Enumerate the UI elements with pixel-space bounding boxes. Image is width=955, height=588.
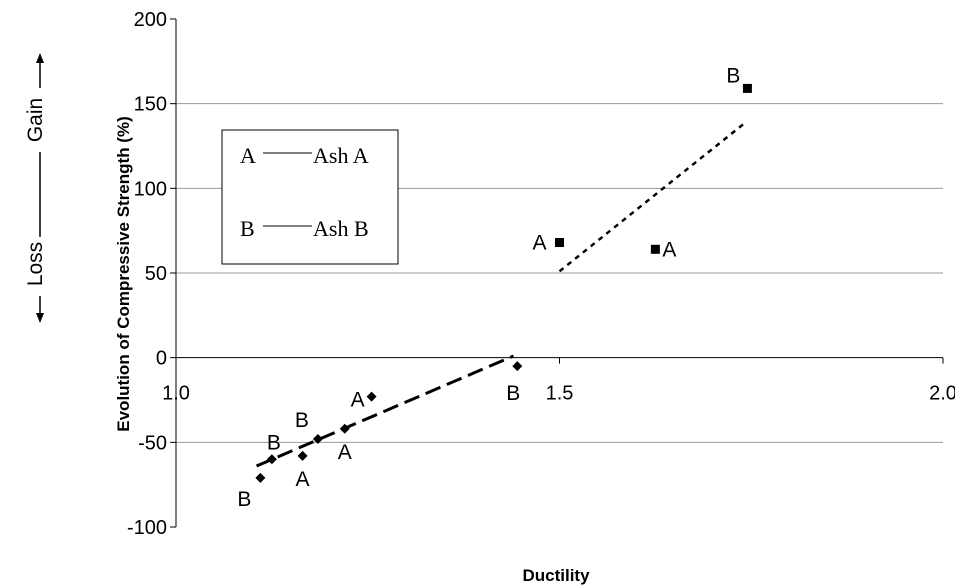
point-label: A bbox=[338, 441, 352, 464]
loss-label: Loss bbox=[24, 242, 47, 286]
y-tick-label: 150 bbox=[134, 94, 167, 116]
legend-name-b: Ash B bbox=[313, 216, 369, 241]
x-axis-title: Ductility bbox=[522, 566, 590, 585]
legend: A Ash A B Ash B bbox=[222, 130, 398, 264]
y-tick-label: -50 bbox=[138, 432, 167, 454]
point-label: A bbox=[296, 468, 310, 491]
point-label: B bbox=[506, 382, 520, 405]
point-label: B bbox=[726, 64, 740, 87]
loss-arrowhead-icon bbox=[36, 313, 44, 323]
x-tick-label: 1.0 bbox=[162, 383, 190, 405]
gain-arrowhead-icon bbox=[36, 53, 44, 63]
y-tick-label: 0 bbox=[156, 348, 167, 370]
square-point bbox=[651, 245, 660, 254]
point-label: B bbox=[237, 488, 251, 511]
legend-marker-a: A bbox=[240, 143, 256, 168]
y-tick-label: -100 bbox=[127, 517, 167, 539]
point-label: B bbox=[267, 431, 281, 454]
tick-labels: 200 150 100 50 0 -50 -100 1.0 1.5 2.0 bbox=[127, 9, 955, 539]
x-tick-label: 1.5 bbox=[546, 383, 574, 405]
square-point bbox=[743, 84, 752, 93]
gain-loss-annotation: Gain Loss bbox=[24, 53, 47, 323]
y-tick-label: 100 bbox=[134, 178, 167, 200]
square-point bbox=[555, 238, 564, 247]
diamond-point bbox=[267, 454, 277, 464]
diamond-point bbox=[298, 451, 308, 461]
diamond-point bbox=[512, 361, 522, 371]
point-label: A bbox=[662, 238, 676, 261]
diamond-point bbox=[367, 392, 377, 402]
gain-label: Gain bbox=[24, 98, 47, 142]
legend-name-a: Ash A bbox=[313, 143, 369, 168]
diamond-point bbox=[255, 473, 265, 483]
y-tick-label: 50 bbox=[145, 263, 167, 285]
x-tick-label: 2.0 bbox=[929, 383, 955, 405]
point-label: A bbox=[351, 389, 365, 412]
point-label: B bbox=[295, 409, 309, 432]
point-label: A bbox=[532, 232, 546, 255]
y-tick-label: 200 bbox=[134, 9, 167, 31]
legend-marker-b: B bbox=[240, 216, 255, 241]
y-axis-title: Evolution of Compressive Strength (%) bbox=[114, 116, 133, 431]
